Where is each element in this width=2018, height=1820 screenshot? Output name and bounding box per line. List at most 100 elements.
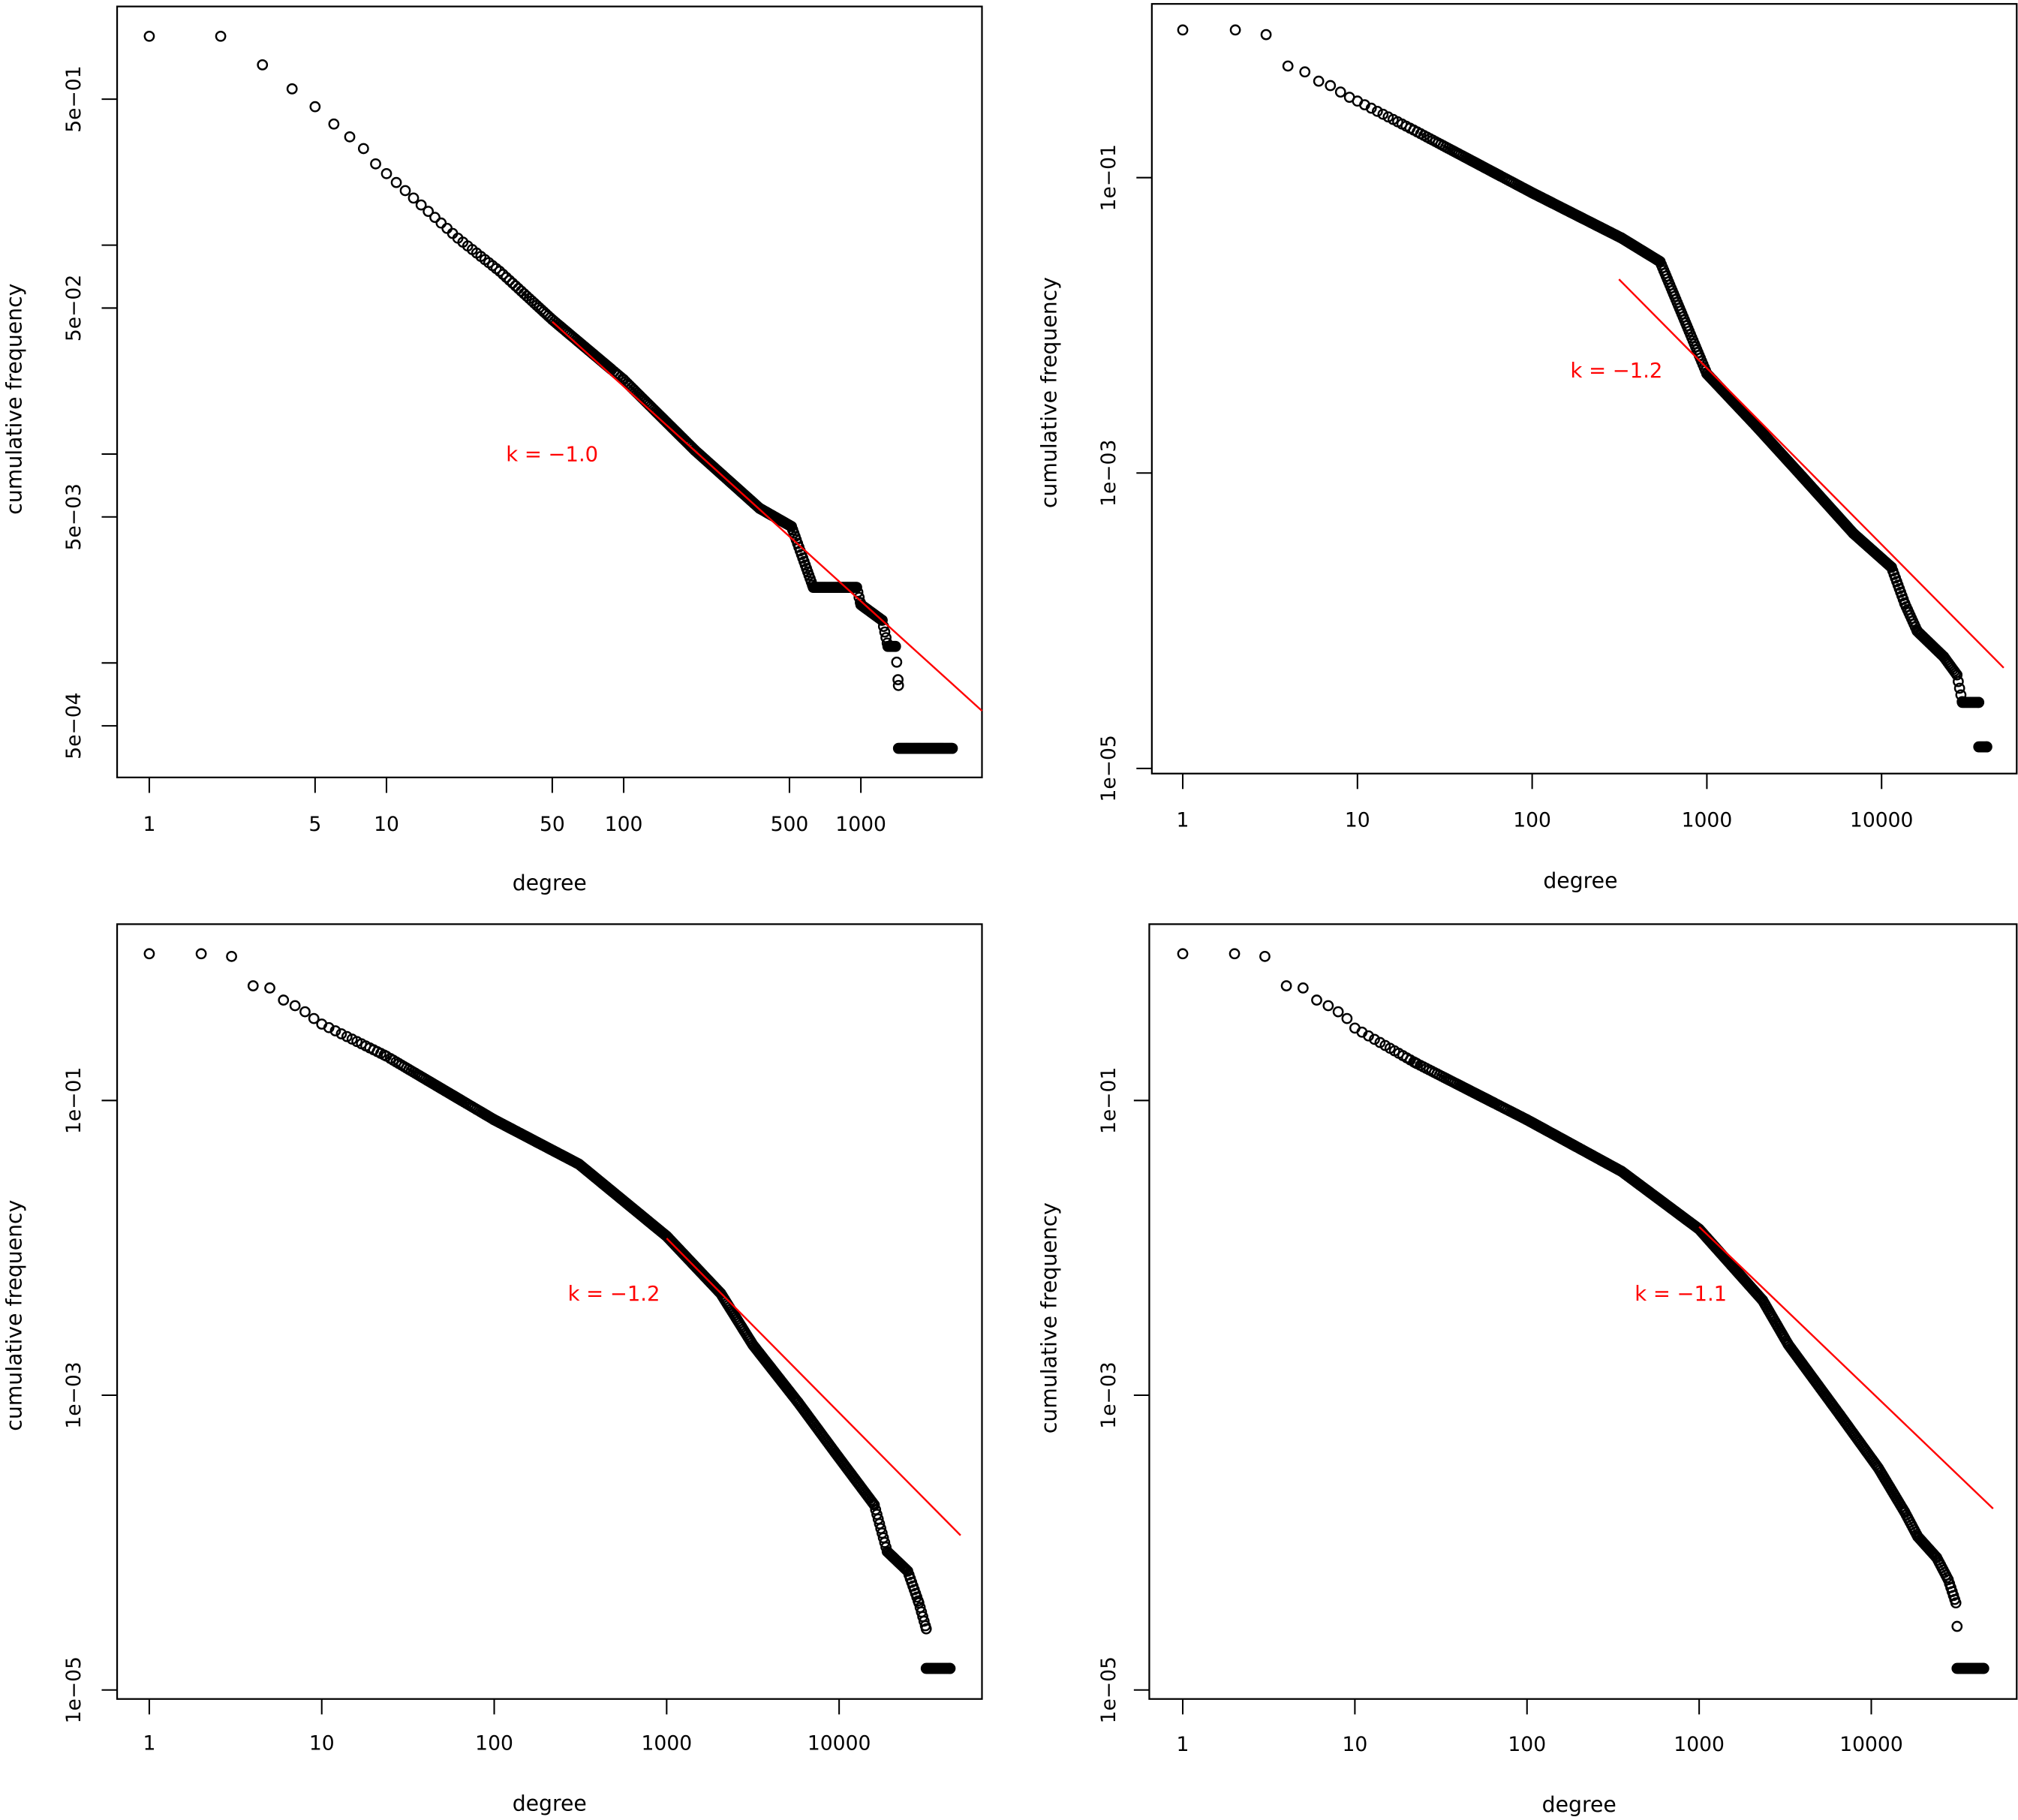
x-tick-label: 50	[540, 813, 565, 836]
data-point	[1313, 75, 1325, 87]
data-point	[1981, 741, 1992, 753]
x-tick-label: 1	[143, 813, 155, 836]
power-law-fit-line	[552, 320, 983, 711]
x-tick-label: 1	[143, 1731, 155, 1755]
data-point	[257, 59, 269, 71]
plot-frame	[1150, 3, 2018, 775]
data-point	[1332, 1006, 1344, 1018]
x-tick-label: 10	[1345, 809, 1370, 832]
y-tick-label: 1e−01	[1097, 144, 1120, 211]
data-point	[429, 212, 441, 224]
data-point	[1365, 102, 1377, 114]
data-point	[415, 199, 427, 211]
y-tick-label: 1e−01	[1097, 1067, 1120, 1134]
data-point	[309, 101, 321, 113]
power-law-fit-line	[1618, 278, 2004, 669]
data-point	[1325, 80, 1337, 92]
x-tick-label: 10	[1342, 1733, 1367, 1756]
y-tick-label: 5e−01	[62, 65, 86, 132]
data-point	[1177, 948, 1189, 960]
data-point	[1377, 108, 1389, 120]
data-point	[918, 1615, 930, 1627]
fit-annotation: k = −1.2	[1570, 359, 1662, 383]
data-point	[226, 950, 237, 962]
data-point	[1260, 29, 1272, 41]
y-tick-label: 5e−04	[62, 692, 86, 759]
data-point	[879, 626, 891, 638]
panel-bottom-right: 1 10 100 1000 10000 1e−01 1e−03 1e−05 degree cumu…	[1036, 923, 2018, 1817]
y-axis-label: cumulative frequency	[2, 1200, 27, 1431]
data-point	[1977, 1662, 1989, 1674]
data-point	[299, 1006, 311, 1018]
x-axis-label: degree	[513, 871, 587, 895]
data-point	[1951, 1620, 1963, 1632]
y-tick-label: 5e−03	[62, 483, 86, 550]
data-point	[399, 185, 411, 197]
data-point	[1334, 86, 1346, 98]
plot-frame	[1148, 923, 2018, 1700]
y-tick-label: 1e−01	[62, 1067, 86, 1134]
x-tick-label: 500	[771, 813, 809, 836]
data-point	[1311, 994, 1322, 1006]
data-point	[1177, 24, 1189, 36]
data-point	[370, 158, 381, 170]
y-tick-label: 5e−02	[62, 275, 86, 341]
x-tick-label: 10000	[1850, 809, 1914, 832]
y-tick-label: 1e−03	[62, 1361, 86, 1428]
data-point	[1363, 1030, 1374, 1042]
x-tick-label: 1	[1177, 1733, 1189, 1756]
data-point	[1229, 948, 1241, 960]
data-point	[501, 272, 513, 283]
data-point	[877, 615, 888, 626]
x-tick-label: 100	[475, 1731, 513, 1755]
data-point	[286, 83, 298, 95]
data-point	[1953, 682, 1965, 694]
x-tick-label: 1000	[1682, 809, 1733, 832]
data-points	[1177, 24, 1992, 753]
data-point	[889, 640, 901, 652]
data-point	[278, 994, 290, 1006]
data-point	[344, 131, 356, 143]
data-point	[920, 1623, 932, 1635]
data-point	[341, 1030, 353, 1042]
data-point	[435, 217, 447, 229]
y-tick-label: 1e−05	[62, 1656, 86, 1723]
data-point	[390, 176, 402, 188]
data-point	[1973, 696, 1985, 708]
y-axis-label: cumulative frequency	[2, 284, 27, 515]
data-point	[308, 1012, 320, 1024]
x-tick-label: 10	[309, 1731, 335, 1755]
data-point	[328, 118, 340, 130]
x-tick-label: 10000	[808, 1731, 871, 1755]
y-tick-label: 1e−03	[1097, 1361, 1120, 1428]
data-points	[1177, 948, 1989, 1674]
data-point	[357, 143, 369, 155]
x-tick-label: 1	[1177, 809, 1189, 832]
x-tick-label: 100	[1508, 1733, 1546, 1756]
x-axis-label: degree	[1542, 1792, 1617, 1817]
data-point	[1322, 1000, 1334, 1012]
data-point	[1229, 24, 1241, 36]
data-point	[408, 192, 420, 204]
data-point	[247, 980, 259, 991]
y-axis-label: cumulative frequency	[1036, 1202, 1061, 1433]
data-point	[1299, 66, 1311, 78]
x-tick-label: 100	[605, 813, 643, 836]
x-tick-label: 10000	[1839, 1733, 1903, 1756]
data-point	[1369, 1033, 1380, 1045]
plot-frame	[116, 5, 983, 778]
x-tick-label: 1000	[1674, 1733, 1725, 1756]
fit-annotation: k = −1.1	[1635, 1283, 1727, 1306]
data-point	[892, 674, 904, 685]
power-law-fit-line	[1698, 1226, 1994, 1510]
data-point	[441, 222, 453, 234]
data-point	[891, 656, 903, 668]
data-point	[335, 1028, 347, 1039]
data-point	[494, 266, 506, 277]
y-tick-label: 1e−05	[1097, 1656, 1120, 1723]
data-point	[215, 30, 227, 42]
x-tick-label: 5	[308, 813, 321, 836]
panel-top-right: 1 10 100 1000 10000 1e−01 1e−03 1e−05 degree cumu…	[1036, 3, 2018, 893]
y-tick-label: 1e−05	[1097, 735, 1120, 802]
